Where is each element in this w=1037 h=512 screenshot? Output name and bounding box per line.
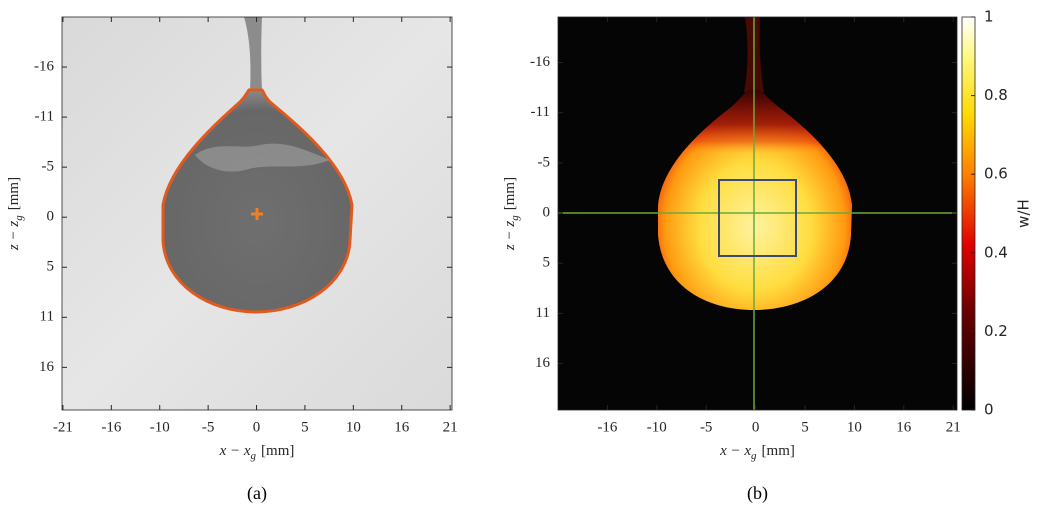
y-tick-label: 5 — [47, 259, 55, 275]
figure: -21-16-10-505101621-16-11-5051116x − xg[… — [0, 0, 1037, 512]
y-tick-label: -5 — [42, 159, 55, 175]
x-axis-label-var: x − x — [719, 443, 751, 459]
x-axis-label-sub: g — [251, 450, 257, 462]
x-tick-label: -10 — [647, 419, 667, 435]
y-tick-label: -5 — [538, 154, 551, 170]
image-b — [558, 17, 957, 410]
image-a — [62, 17, 452, 410]
colorbar-tick-label: 0.4 — [984, 243, 1008, 261]
x-axis-label-unit: [mm] — [762, 443, 795, 459]
x-tick-label: -16 — [101, 419, 121, 435]
x-tick-label: 0 — [752, 419, 760, 435]
x-axis-label-sub: g — [751, 450, 757, 462]
y-tick-label: -11 — [531, 104, 550, 120]
y-axis-label-sub: g — [509, 215, 521, 221]
x-axis-label: x − xg [mm] — [219, 443, 295, 461]
y-axis-label-unit: [mm] — [502, 177, 518, 210]
caption: (a) — [247, 483, 267, 504]
y-tick-label: -16 — [34, 58, 54, 74]
y-axis-label-var: z − z — [502, 221, 518, 251]
x-tick-label: 16 — [394, 419, 410, 435]
x-tick-label: 21 — [443, 419, 458, 435]
colorbar-tick-label: 0.6 — [984, 165, 1008, 183]
x-tick-label: -10 — [150, 419, 170, 435]
y-tick-label: 5 — [543, 255, 551, 271]
x-tick-label: -5 — [202, 419, 215, 435]
colorbar-tick-label: 1 — [984, 8, 994, 26]
x-tick-label: -16 — [597, 419, 617, 435]
y-tick-label: 0 — [543, 204, 551, 220]
y-tick-label: 16 — [39, 359, 55, 375]
x-tick-label: 16 — [896, 419, 912, 435]
x-tick-label: 5 — [301, 419, 309, 435]
x-tick-label: 21 — [946, 419, 961, 435]
x-axis-label-var: x − x — [219, 443, 251, 459]
x-axis-label-unit: [mm] — [261, 443, 294, 459]
colorbar — [962, 17, 975, 410]
colorbar-tick-label: 0.2 — [984, 322, 1008, 340]
x-tick-label: 5 — [801, 419, 809, 435]
y-tick-label: 11 — [40, 309, 54, 325]
y-axis-label-var: z − z — [6, 221, 22, 251]
colorbar-label: w/H — [1015, 199, 1033, 228]
colorbar-tick-label: 0.8 — [984, 86, 1008, 104]
y-tick-label: 11 — [536, 305, 550, 321]
x-tick-label: 0 — [253, 419, 261, 435]
y-tick-label: 0 — [47, 209, 55, 225]
y-axis-label-sub: g — [13, 215, 25, 221]
y-tick-label: -11 — [35, 109, 54, 125]
caption: (b) — [747, 483, 768, 504]
y-axis-label: z − zg [mm] — [502, 177, 520, 251]
y-axis-label: z − zg [mm] — [6, 177, 24, 251]
y-tick-label: -16 — [530, 54, 550, 70]
x-tick-label: 10 — [346, 419, 361, 435]
y-axis-label-unit: [mm] — [6, 177, 22, 210]
x-tick-label: 10 — [847, 419, 862, 435]
colorbar-tick-label: 0 — [984, 401, 994, 419]
x-tick-label: -5 — [700, 419, 713, 435]
x-axis-label: x − xg [mm] — [719, 443, 795, 461]
y-tick-label: 16 — [535, 355, 551, 371]
x-tick-label: -21 — [53, 419, 73, 435]
